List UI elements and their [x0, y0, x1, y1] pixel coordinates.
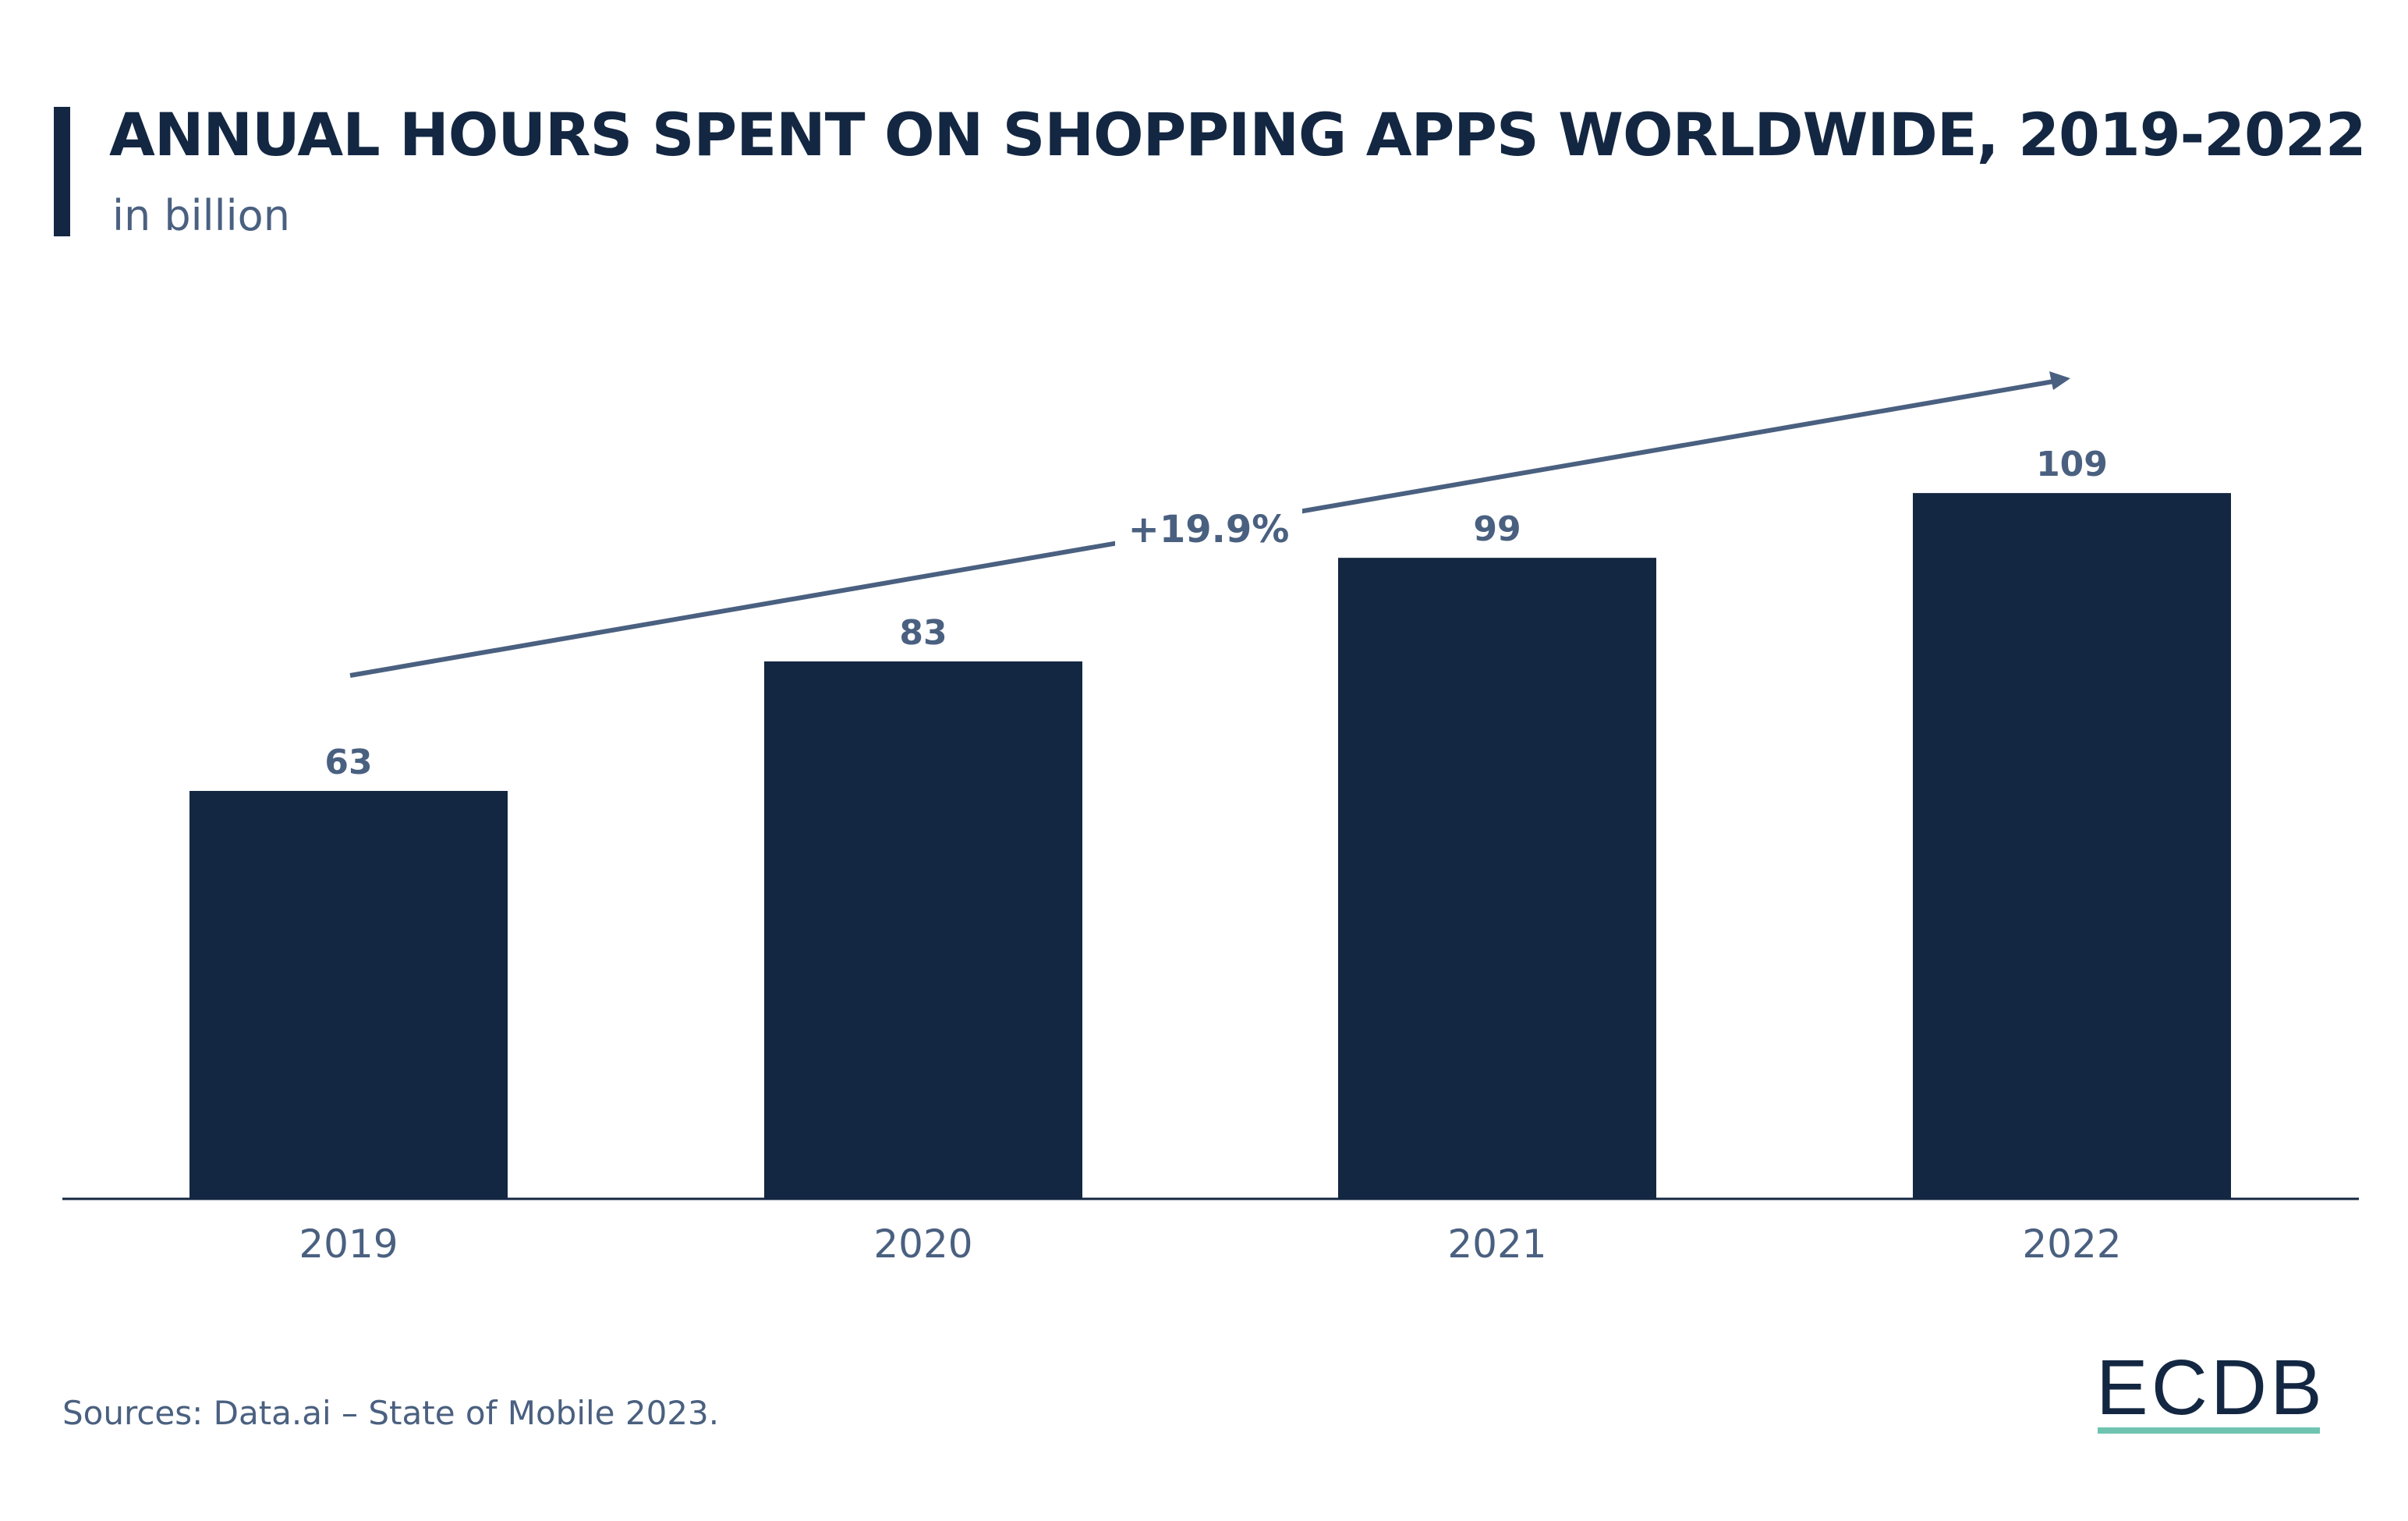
data-label: 63 — [324, 743, 372, 782]
chart-subtitle: in billion — [112, 191, 290, 240]
bar-2021 — [1338, 558, 1656, 1199]
logo-underline — [2098, 1427, 2320, 1434]
data-label: 109 — [2036, 445, 2108, 484]
ecdb-logo: ECDB — [2096, 1344, 2325, 1431]
data-label: 83 — [899, 613, 947, 653]
arrow-head-icon — [2049, 371, 2070, 390]
bar-2020 — [764, 661, 1082, 1199]
growth-annotation: +19.9% — [1128, 508, 1290, 551]
bar-2022 — [1913, 493, 2231, 1199]
growth-arrow: +19.9% — [349, 371, 2070, 678]
x-tick-label: 2020 — [873, 1221, 972, 1267]
x-tick-label: 2022 — [2022, 1221, 2121, 1267]
x-tick-label: 2021 — [1447, 1221, 1546, 1267]
source-note: Sources: Data.ai – State of Mobile 2023. — [62, 1394, 720, 1432]
x-tick-label: 2019 — [299, 1221, 398, 1267]
data-label: 99 — [1473, 509, 1521, 549]
bar-2019 — [189, 791, 508, 1199]
title-accent-bar — [54, 107, 70, 236]
chart-title: ANNUAL HOURS SPENT ON SHOPPING APPS WORL… — [109, 100, 2367, 169]
